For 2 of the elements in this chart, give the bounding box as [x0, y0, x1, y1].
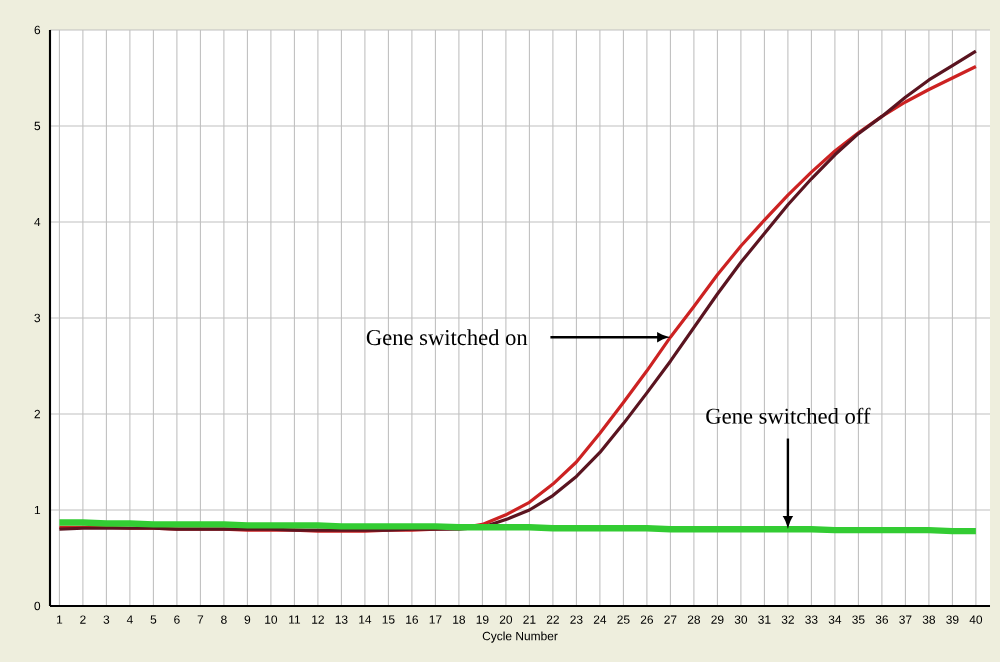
annotation: Gene switched off — [706, 407, 871, 424]
annotation: Gene switched on — [366, 329, 528, 346]
